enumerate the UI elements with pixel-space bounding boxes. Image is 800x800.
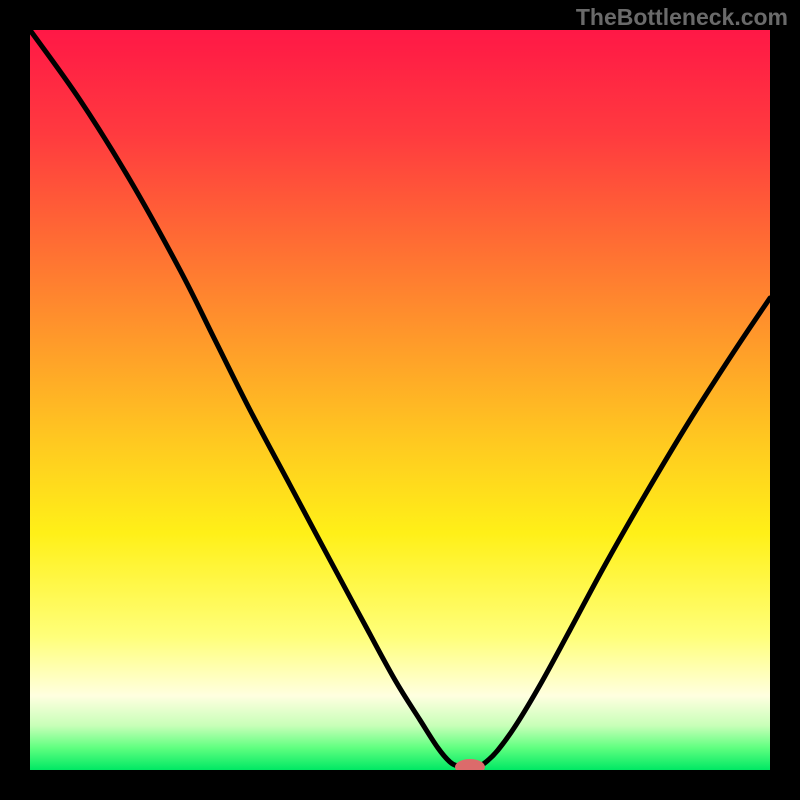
chart-container: TheBottleneck.com bbox=[0, 0, 800, 800]
plot-background bbox=[30, 30, 770, 770]
watermark-text: TheBottleneck.com bbox=[576, 4, 788, 31]
bottleneck-chart bbox=[0, 0, 800, 800]
